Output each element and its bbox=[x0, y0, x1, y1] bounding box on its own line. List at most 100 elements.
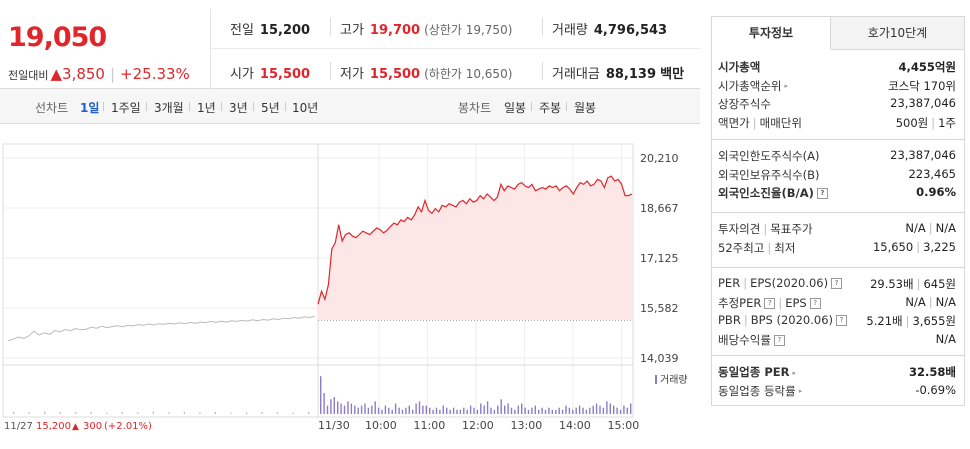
info-row: 추정PER? | EPS? N/A | N/A bbox=[718, 295, 956, 313]
price-chart[interactable]: 20,210 18,667 17,125 15,582 14,039 거래량 11/30 10… bbox=[0, 124, 700, 446]
info-label-text: 최저 bbox=[774, 240, 796, 255]
separator bbox=[285, 102, 286, 111]
separator: | bbox=[109, 65, 116, 83]
volume-bar bbox=[490, 407, 492, 414]
volume-bar bbox=[337, 401, 339, 414]
volume-bar bbox=[308, 411, 310, 414]
low-price: 저가 15,500 (하한가 10,650) bbox=[340, 67, 513, 82]
prev-close: 전일 15,200 bbox=[230, 23, 311, 38]
tab-3year[interactable]: 3년 bbox=[229, 101, 248, 115]
separator bbox=[189, 102, 190, 111]
volume-bar bbox=[538, 409, 540, 414]
separator bbox=[146, 102, 147, 111]
volume-bar bbox=[429, 407, 431, 414]
volume-bar bbox=[364, 403, 366, 414]
info-value-text: 3,655원 bbox=[912, 314, 956, 328]
up-arrow-icon: ▲ bbox=[72, 422, 79, 432]
change-row: 전일대비 ▲3,850 | +25.33% bbox=[8, 65, 190, 83]
info-value-text: 223,465 bbox=[908, 166, 956, 181]
tab-order-book[interactable]: 호가10단계 bbox=[831, 17, 964, 50]
y-tick-label: 20,210 bbox=[640, 152, 679, 165]
info-label: 배당수익률? bbox=[718, 332, 785, 348]
info-value-text: 32.58배 bbox=[909, 365, 956, 379]
tab-3month[interactable]: 3개월 bbox=[154, 101, 184, 115]
tab-1week[interactable]: 1주일 bbox=[111, 101, 141, 115]
volume-bar bbox=[497, 405, 499, 414]
volume: 거래량 4,796,543 bbox=[552, 23, 668, 38]
tab-10year[interactable]: 10년 bbox=[292, 101, 319, 115]
x-tick-label: 10:00 bbox=[365, 419, 397, 432]
info-label-text: 52주최고 bbox=[718, 240, 765, 255]
volume-bar bbox=[59, 411, 61, 414]
volume-bar bbox=[602, 407, 605, 414]
volume-bar bbox=[561, 409, 564, 414]
volume-bar bbox=[568, 407, 571, 414]
volume-bar bbox=[354, 405, 356, 414]
volume-bar bbox=[405, 407, 407, 414]
tab-1day[interactable]: 1일 bbox=[80, 101, 100, 115]
info-value-text: 500원 bbox=[895, 115, 929, 130]
info-row: 액면가 | 매매단위 500원 | 1주 bbox=[718, 115, 956, 133]
tab-5year[interactable]: 5년 bbox=[261, 101, 280, 115]
info-row: 동일업종 등락률 ▸ -0.69% bbox=[718, 383, 956, 401]
info-value-text: 23,387,046 bbox=[890, 96, 956, 110]
volume-bar bbox=[616, 407, 618, 414]
info-row: 외국인소진율(B/A)? 0.96% bbox=[718, 185, 956, 203]
volume-bar bbox=[592, 405, 594, 414]
tab-1year[interactable]: 1년 bbox=[197, 101, 216, 115]
info-label-text: 배당수익률 bbox=[718, 332, 771, 347]
info-value-text: 29.53배 bbox=[870, 277, 914, 291]
help-icon: ? bbox=[816, 188, 828, 199]
volume-bar bbox=[415, 403, 417, 414]
info-value-text: N/A bbox=[935, 221, 956, 235]
info-label: 동일업종 PER ▸ bbox=[718, 364, 796, 380]
info-value-text: 15,650 bbox=[872, 239, 914, 254]
volume-bar bbox=[449, 409, 451, 414]
y-tick-label: 15,582 bbox=[640, 302, 679, 315]
info-label-text: 투자의견 bbox=[718, 222, 761, 236]
panel-section bbox=[712, 139, 964, 141]
panel-section bbox=[712, 355, 964, 357]
volume-bar bbox=[575, 407, 577, 414]
tab-investment-info[interactable]: 투자정보 bbox=[712, 17, 831, 49]
volume-legend-label: 거래량 bbox=[660, 374, 688, 386]
prev-day-price-line bbox=[7, 315, 316, 342]
info-value: 15,650 | 3,225 bbox=[873, 240, 956, 254]
tab-daily-candle[interactable]: 일봉 bbox=[504, 101, 527, 115]
info-row: 배당수익률? N/A bbox=[718, 332, 956, 350]
x-tick-label: 11/30 bbox=[318, 419, 350, 432]
divider bbox=[330, 62, 331, 80]
tab-monthly-candle[interactable]: 월봉 bbox=[574, 101, 597, 115]
volume-bar bbox=[613, 405, 615, 414]
separator: | bbox=[905, 314, 910, 328]
info-label: 시가총액순위 ▸ bbox=[718, 78, 788, 94]
info-value: 500원 | 1주 bbox=[896, 115, 956, 131]
divider bbox=[542, 62, 543, 80]
volume-bar bbox=[504, 405, 506, 414]
separator bbox=[566, 102, 567, 111]
panel-section bbox=[712, 267, 964, 269]
tab-weekly-candle[interactable]: 주봉 bbox=[539, 101, 562, 115]
divider bbox=[330, 18, 331, 36]
volume-bar bbox=[374, 401, 376, 414]
info-value: N/A | N/A bbox=[905, 295, 956, 309]
info-value: 29.53배 | 645원 bbox=[870, 276, 956, 292]
volume-bar bbox=[357, 407, 359, 414]
separator bbox=[221, 102, 222, 111]
today-price-line bbox=[317, 175, 633, 305]
volume-bar bbox=[486, 401, 489, 414]
volume-bar bbox=[589, 407, 591, 414]
y-tick-label: 18,667 bbox=[640, 202, 679, 215]
volume-bar bbox=[360, 405, 363, 414]
volume-bar bbox=[276, 412, 279, 414]
info-value: 4,455억원 bbox=[898, 59, 956, 75]
volume-bar bbox=[330, 399, 332, 414]
current-price: 19,050 bbox=[8, 22, 107, 53]
arrow-right-icon: ▸ bbox=[798, 387, 803, 395]
prev-day-change: 300 bbox=[83, 421, 102, 432]
change-percent: +25.33% bbox=[120, 65, 190, 83]
panel-tabs: 투자정보 호가10단계 bbox=[712, 17, 964, 50]
info-row: 투자의견 | 목표주가 N/A | N/A bbox=[718, 221, 956, 239]
volume-bar bbox=[183, 411, 185, 414]
volume-bar bbox=[432, 409, 434, 414]
